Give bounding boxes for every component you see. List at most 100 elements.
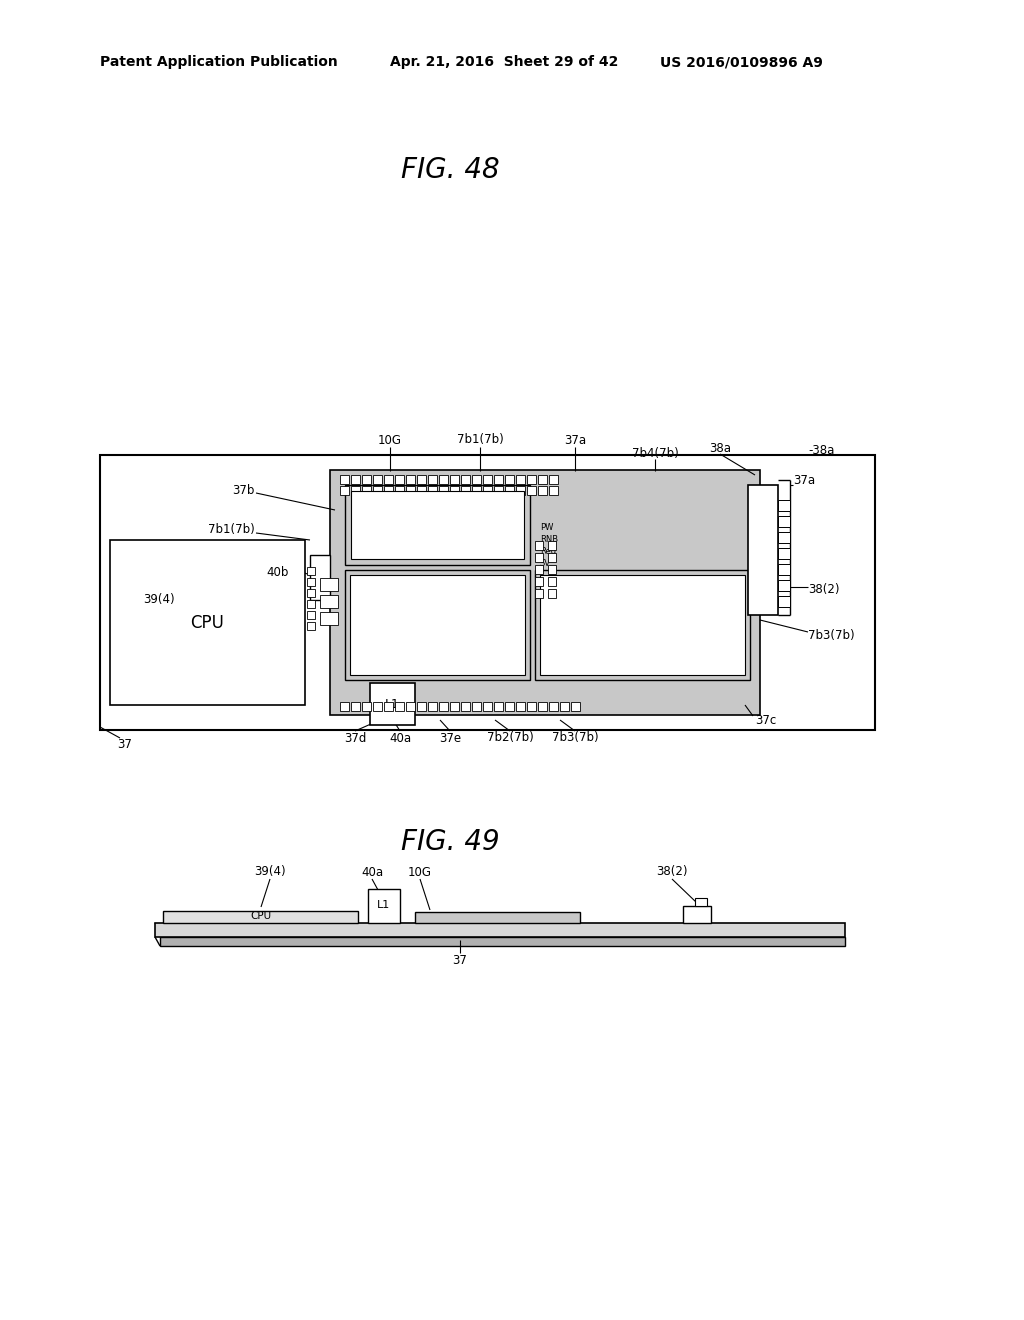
Bar <box>395 486 404 495</box>
Bar <box>494 702 503 711</box>
Bar <box>319 612 338 624</box>
Text: 37e: 37e <box>439 731 461 744</box>
Bar <box>155 923 845 937</box>
Bar <box>345 570 530 680</box>
Bar <box>461 475 470 484</box>
Bar <box>540 576 745 675</box>
Bar <box>345 484 530 565</box>
Bar <box>362 475 371 484</box>
Bar <box>373 475 382 484</box>
Text: 37a: 37a <box>793 474 815 487</box>
Bar <box>778 500 790 511</box>
Text: VIN: VIN <box>427 508 446 517</box>
Text: 7b1(7b): 7b1(7b) <box>457 433 504 446</box>
Bar <box>450 475 459 484</box>
Bar <box>362 702 371 711</box>
Bar <box>307 578 315 586</box>
Text: FIG. 49: FIG. 49 <box>400 828 500 855</box>
Bar <box>384 486 393 495</box>
Text: 37a: 37a <box>564 433 586 446</box>
Bar <box>351 475 360 484</box>
Text: 38a: 38a <box>709 441 731 454</box>
Text: CL: CL <box>325 598 334 605</box>
Bar <box>494 475 503 484</box>
Text: 40b: 40b <box>267 565 289 578</box>
Bar <box>417 702 426 711</box>
Text: CPU: CPU <box>190 614 224 632</box>
Bar <box>340 486 349 495</box>
Bar <box>516 475 525 484</box>
Bar <box>778 516 790 527</box>
Bar <box>535 541 543 550</box>
Bar <box>778 579 790 591</box>
Text: 40a: 40a <box>389 731 411 744</box>
Bar <box>340 475 349 484</box>
Bar <box>330 470 760 715</box>
Text: 7b1(7b): 7b1(7b) <box>208 524 255 536</box>
Text: 37d: 37d <box>344 731 367 744</box>
Bar <box>417 475 426 484</box>
Bar <box>395 702 404 711</box>
Text: US 2016/0109896 A9: US 2016/0109896 A9 <box>660 55 823 69</box>
Text: 39(4): 39(4) <box>254 866 286 879</box>
Bar <box>351 702 360 711</box>
Bar <box>395 475 404 484</box>
Bar <box>778 532 790 543</box>
Text: Apr. 21, 2016  Sheet 29 of 42: Apr. 21, 2016 Sheet 29 of 42 <box>390 55 618 69</box>
Bar <box>778 548 790 558</box>
Bar <box>538 486 547 495</box>
Bar <box>549 475 558 484</box>
Bar <box>461 486 470 495</box>
Text: L1: L1 <box>378 900 390 909</box>
Text: 38(2): 38(2) <box>808 583 840 597</box>
Bar <box>549 702 558 711</box>
Text: 39(4): 39(4) <box>143 594 175 606</box>
Text: 7b3(7b): 7b3(7b) <box>552 731 598 744</box>
Bar <box>439 475 449 484</box>
Text: 10G: 10G <box>378 433 402 446</box>
Bar <box>362 486 371 495</box>
Bar <box>351 491 524 558</box>
Text: VIN: VIN <box>427 528 446 539</box>
Bar <box>748 484 778 615</box>
Bar <box>428 486 437 495</box>
Text: 7b3(7b): 7b3(7b) <box>808 628 855 642</box>
Text: Reg: Reg <box>540 546 556 556</box>
Bar <box>439 702 449 711</box>
Bar <box>319 578 338 591</box>
Bar <box>548 553 556 562</box>
Bar <box>535 570 750 680</box>
Text: 38(2): 38(2) <box>656 866 688 879</box>
Bar <box>778 564 790 576</box>
Bar <box>535 589 543 598</box>
Bar <box>110 540 305 705</box>
Bar <box>307 611 315 619</box>
Bar <box>505 486 514 495</box>
Bar <box>483 486 492 495</box>
Bar <box>384 475 393 484</box>
Bar <box>406 475 415 484</box>
Text: FIG. 48: FIG. 48 <box>400 156 500 183</box>
Bar <box>160 937 845 946</box>
Bar <box>548 589 556 598</box>
Text: CL: CL <box>325 581 334 587</box>
Bar <box>516 486 525 495</box>
Text: 37b: 37b <box>232 483 255 496</box>
Text: 37: 37 <box>453 953 467 966</box>
Bar <box>571 702 580 711</box>
Text: RNB: RNB <box>540 535 558 544</box>
Bar <box>461 702 470 711</box>
Text: L1: L1 <box>385 697 399 710</box>
Bar <box>307 622 315 630</box>
Bar <box>307 589 315 597</box>
Bar <box>384 702 393 711</box>
Bar <box>439 486 449 495</box>
Bar <box>319 595 338 609</box>
Text: 37: 37 <box>118 738 132 751</box>
Text: PGND: PGND <box>422 611 452 622</box>
Bar <box>778 597 790 607</box>
Text: VSWH: VSWH <box>626 595 657 606</box>
Text: VSWH: VSWH <box>626 626 657 635</box>
Bar <box>406 702 415 711</box>
Bar <box>100 455 874 730</box>
